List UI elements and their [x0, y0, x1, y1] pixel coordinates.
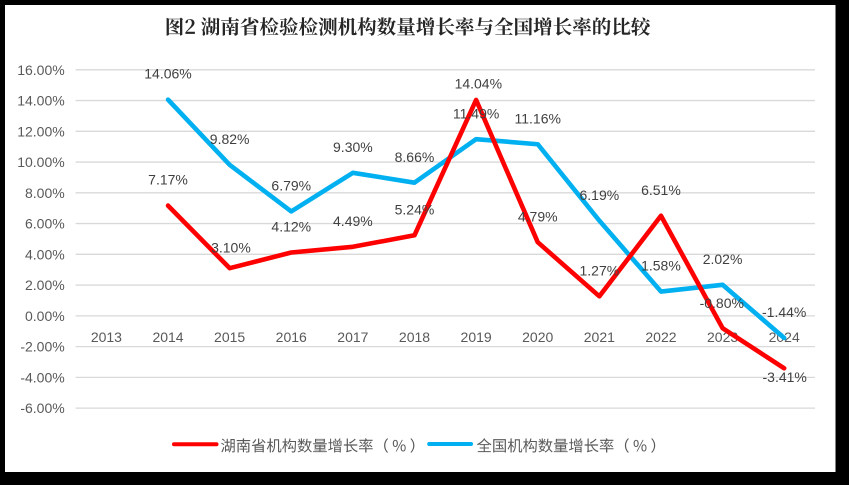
svg-text:4.00%: 4.00% [25, 246, 65, 262]
svg-text:-0.80%: -0.80% [700, 295, 744, 311]
svg-text:2017: 2017 [337, 329, 368, 345]
svg-text:8.66%: 8.66% [395, 149, 435, 165]
svg-text:6.00%: 6.00% [25, 216, 65, 232]
svg-text:0.00%: 0.00% [25, 308, 65, 324]
svg-text:-2.00%: -2.00% [20, 339, 64, 355]
svg-text:2020: 2020 [522, 329, 553, 345]
svg-text:4.79%: 4.79% [518, 208, 558, 224]
svg-text:12.00%: 12.00% [17, 123, 64, 139]
svg-text:-3.41%: -3.41% [763, 369, 807, 385]
svg-text:2013: 2013 [91, 329, 122, 345]
svg-text:2015: 2015 [214, 329, 245, 345]
svg-text:4.49%: 4.49% [333, 213, 373, 229]
svg-text:2018: 2018 [399, 329, 430, 345]
svg-text:7.17%: 7.17% [148, 172, 188, 188]
svg-text:1.58%: 1.58% [641, 258, 681, 274]
svg-text:14.06%: 14.06% [144, 66, 191, 82]
svg-text:11.49%: 11.49% [453, 105, 499, 121]
svg-text:11.16%: 11.16% [515, 110, 561, 126]
svg-text:9.82%: 9.82% [210, 131, 250, 147]
svg-text:2022: 2022 [645, 329, 676, 345]
svg-text:6.51%: 6.51% [641, 182, 681, 198]
svg-text:-4.00%: -4.00% [20, 369, 64, 385]
svg-text:10.00%: 10.00% [17, 154, 64, 170]
svg-text:-1.44%: -1.44% [762, 304, 806, 320]
svg-text:16.00%: 16.00% [17, 62, 64, 78]
svg-text:14.00%: 14.00% [17, 93, 64, 109]
svg-text:5.24%: 5.24% [395, 201, 435, 217]
svg-text:1.27%: 1.27% [579, 262, 619, 278]
svg-text:4.12%: 4.12% [271, 219, 311, 235]
svg-text:2.02%: 2.02% [703, 251, 743, 267]
svg-text:9.30%: 9.30% [333, 139, 373, 155]
svg-text:2021: 2021 [584, 329, 615, 345]
svg-text:8.00%: 8.00% [25, 185, 65, 201]
svg-text:2016: 2016 [276, 329, 307, 345]
svg-text:2014: 2014 [152, 329, 183, 345]
svg-text:2.00%: 2.00% [25, 277, 65, 293]
svg-text:-6.00%: -6.00% [20, 400, 64, 416]
svg-text:3.10%: 3.10% [211, 239, 251, 255]
svg-text:6.79%: 6.79% [271, 178, 311, 194]
svg-text:2019: 2019 [461, 329, 492, 345]
svg-text:6.19%: 6.19% [579, 187, 619, 203]
svg-text:14.04%: 14.04% [455, 76, 502, 92]
